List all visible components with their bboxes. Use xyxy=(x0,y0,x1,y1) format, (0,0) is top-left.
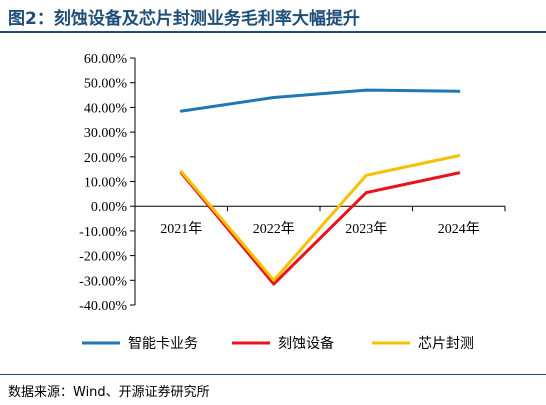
y-tick-label: -10.00% xyxy=(79,225,127,240)
series-line xyxy=(179,171,461,286)
x-tick-label: 2021年 xyxy=(160,221,202,237)
legend-label: 刻蚀设备 xyxy=(278,335,334,352)
y-tick-label: 50.00% xyxy=(84,77,128,92)
y-tick-label: 40.00% xyxy=(84,101,128,116)
data-point xyxy=(457,171,460,175)
data-point xyxy=(272,282,275,286)
data-point xyxy=(272,96,275,99)
y-tick-label: 60.00% xyxy=(84,52,128,67)
x-tick-label: 2022年 xyxy=(253,221,295,237)
legend: 智能卡业务 刻蚀设备 芯片封测 xyxy=(82,335,474,352)
x-axis: 2021年 2022年 2023年 2024年 xyxy=(134,205,506,237)
legend-label: 智能卡业务 xyxy=(128,336,198,352)
data-point xyxy=(457,90,460,93)
data-point xyxy=(180,170,183,173)
series-line xyxy=(179,88,461,113)
x-tick-label: 2023年 xyxy=(345,221,387,237)
source-note: 数据来源：Wind、开源证券研究所 xyxy=(8,385,210,400)
legend-label: 芯片封测 xyxy=(418,336,474,352)
y-tick-label: 0.00% xyxy=(91,200,128,215)
data-point xyxy=(272,279,275,282)
y-tick-label: -40.00% xyxy=(79,299,127,314)
title-bar: 图2：刻蚀设备及芯片封测业务毛利率大幅提升 xyxy=(0,0,546,33)
source-divider xyxy=(0,374,546,375)
series-line xyxy=(179,154,461,282)
y-tick-label: 30.00% xyxy=(84,126,128,141)
data-point xyxy=(365,88,368,92)
data-point xyxy=(180,109,183,113)
y-tick-label: 10.00% xyxy=(84,176,128,191)
data-point xyxy=(365,174,368,177)
y-axis: 60.00% 50.00% 40.00% 30.00% 20.00% 10.00% 0.00… xyxy=(79,52,136,314)
figure-title: 图2：刻蚀设备及芯片封测业务毛利率大幅提升 xyxy=(8,9,360,29)
y-tick-label: -30.00% xyxy=(79,274,127,289)
y-tick-label: -20.00% xyxy=(79,250,127,265)
line-chart: 60.00% 50.00% 40.00% 30.00% 20.00% 10.00% 0.00… xyxy=(79,52,506,352)
series-lines xyxy=(179,88,461,286)
data-point xyxy=(365,191,368,194)
y-tick-label: 20.00% xyxy=(84,151,128,166)
x-tick-label: 2024年 xyxy=(438,221,480,237)
data-point xyxy=(457,154,460,157)
